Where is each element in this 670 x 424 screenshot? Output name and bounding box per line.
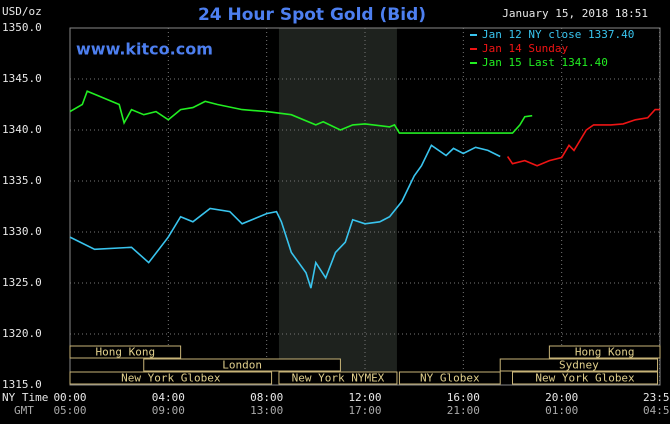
session-label: New York Globex xyxy=(535,372,635,385)
x-gmt-label: 01:00 xyxy=(545,404,578,417)
y-tick-label: 1340.0 xyxy=(2,123,42,136)
gmt-label: GMT xyxy=(14,404,34,417)
x-gmt-label: 05:00 xyxy=(53,404,86,417)
y-tick-label: 1330.0 xyxy=(2,225,42,238)
y-tick-label: 1350.0 xyxy=(2,21,42,34)
x-tick-label: 12:00 xyxy=(348,391,381,404)
legend-label: Jan 15 Last 1341.40 xyxy=(482,56,608,69)
chart-title: 24 Hour Spot Gold (Bid) xyxy=(198,5,426,25)
legend-label: Jan 12 NY close 1337.40 xyxy=(482,28,634,41)
x-tick-label: 00:00 xyxy=(53,391,86,404)
shaded-region xyxy=(278,28,397,385)
session-label: London xyxy=(222,359,262,372)
series-line xyxy=(69,144,501,289)
legend-label: Jan 14 Sunday xyxy=(482,42,568,55)
timestamp: January 15, 2018 18:51 xyxy=(502,7,648,20)
session-box xyxy=(69,345,182,359)
x-gmt-label: 17:00 xyxy=(348,404,381,417)
session-label: Hong Kong xyxy=(96,346,156,359)
x-gmt-label: 13:00 xyxy=(250,404,283,417)
y-tick-label: 1315.0 xyxy=(2,378,42,391)
plot-frame xyxy=(69,27,661,386)
session-label: New York Globex xyxy=(121,372,221,385)
session-box xyxy=(512,371,659,385)
session-label: New York NYMEX xyxy=(292,372,385,385)
y-axis-unit: USD/oz xyxy=(2,5,42,18)
x-tick-label: 04:00 xyxy=(152,391,185,404)
x-tick-label: 16:00 xyxy=(447,391,480,404)
x-gmt-label: 21:00 xyxy=(447,404,480,417)
session-box xyxy=(398,371,501,385)
x-tick-label: 08:00 xyxy=(250,391,283,404)
y-tick-label: 1320.0 xyxy=(2,327,42,340)
site-label: www.kitco.com xyxy=(76,40,213,59)
series-line xyxy=(506,108,660,167)
series-line xyxy=(69,90,533,134)
session-box xyxy=(143,358,341,372)
y-tick-label: 1345.0 xyxy=(2,72,42,85)
x-tick-label: 23:59 xyxy=(643,391,670,404)
session-box xyxy=(69,371,273,385)
session-box xyxy=(548,345,661,359)
session-label: NY Globex xyxy=(420,372,480,385)
y-tick-label: 1325.0 xyxy=(2,276,42,289)
x-tick-label: 20:00 xyxy=(545,391,578,404)
x-gmt-label: 09:00 xyxy=(152,404,185,417)
y-tick-label: 1335.0 xyxy=(2,174,42,187)
session-label: Sydney xyxy=(559,359,599,372)
session-box xyxy=(278,371,398,385)
session-box xyxy=(499,358,659,372)
session-label: Hong Kong xyxy=(575,346,635,359)
ny-time-label: NY Time xyxy=(2,391,48,404)
x-gmt-label: 04:59 xyxy=(643,404,670,417)
